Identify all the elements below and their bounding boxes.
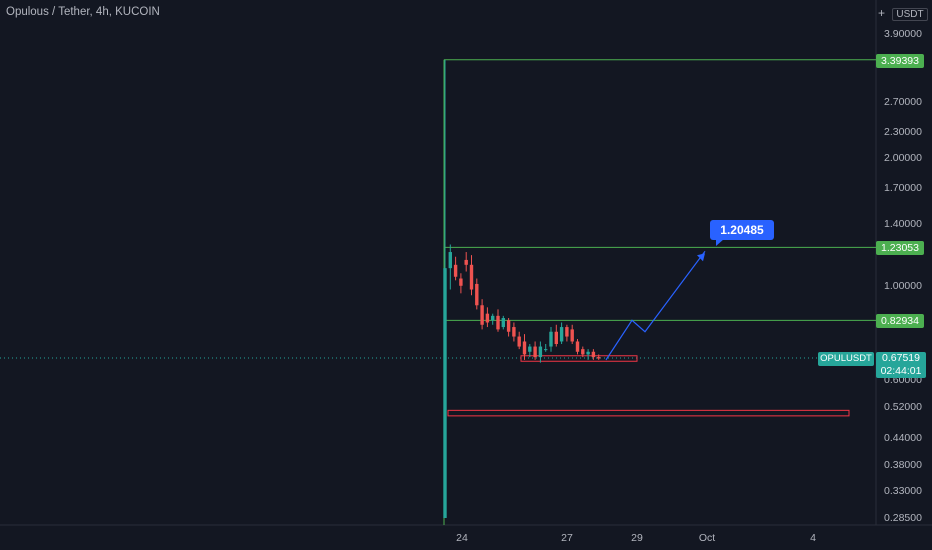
candle-body xyxy=(570,329,574,342)
candle-body xyxy=(485,313,490,323)
candle-body xyxy=(581,349,585,355)
candle-body xyxy=(522,341,527,355)
candle-body xyxy=(517,336,521,347)
time-tick: 24 xyxy=(456,532,468,544)
current-price-label: 0.67519 02:44:01 xyxy=(876,352,926,378)
price-tick: 1.40000 xyxy=(884,217,922,230)
candle-body xyxy=(453,264,458,277)
current-price-value: 0.67519 xyxy=(882,352,920,364)
price-tick: 2.30000 xyxy=(884,125,922,138)
candle-body xyxy=(448,252,452,269)
price-tick: 3.90000 xyxy=(884,28,922,40)
candle-body xyxy=(506,320,511,332)
horizontal-levels[interactable] xyxy=(443,59,876,525)
candle-body xyxy=(443,268,447,518)
candle-body xyxy=(597,357,601,359)
add-icon[interactable]: + xyxy=(878,6,886,20)
candle-body xyxy=(559,327,564,342)
symbol-tag: OPULUSDT xyxy=(818,352,874,366)
projection-line[interactable] xyxy=(605,250,706,361)
projection-arrowhead xyxy=(697,253,705,262)
currency-badge[interactable]: USDT xyxy=(892,8,928,21)
support-zone[interactable] xyxy=(520,355,638,362)
time-tick: Oct xyxy=(698,532,716,544)
price-tick: 1.70000 xyxy=(884,181,922,194)
candle-body xyxy=(591,351,596,358)
candle-body xyxy=(459,278,463,286)
level-label-mid: 1.23053 xyxy=(876,241,924,255)
candle-body xyxy=(586,351,590,355)
price-tick: 0.28500 xyxy=(884,512,922,524)
candle-body xyxy=(496,315,500,330)
support-zone[interactable] xyxy=(447,409,850,417)
price-tick: 2.70000 xyxy=(884,96,922,109)
time-tick: 29 xyxy=(631,532,643,544)
time-tick: 27 xyxy=(561,532,573,544)
price-tick: 0.44000 xyxy=(884,431,922,444)
candle-body xyxy=(575,341,580,352)
currency-header: + USDT xyxy=(878,6,928,21)
level-label-high: 3.39393 xyxy=(876,54,924,68)
candle-body xyxy=(491,315,495,321)
candle-body xyxy=(538,346,543,358)
candle-body xyxy=(512,327,516,337)
candle-body xyxy=(475,283,479,306)
candles xyxy=(443,59,601,518)
price-tick: 1.00000 xyxy=(884,279,922,292)
candle-body xyxy=(533,346,537,358)
level-label-low: 0.82934 xyxy=(876,314,924,328)
price-tick: 2.00000 xyxy=(884,151,922,164)
price-tick: 0.38000 xyxy=(884,458,922,471)
chart-title: Opulous / Tether, 4h, KUCOIN xyxy=(6,6,160,18)
candle-body xyxy=(549,331,553,347)
candle-body xyxy=(565,327,569,337)
candle-body xyxy=(528,346,532,352)
candle-body xyxy=(554,331,558,344)
bar-countdown: 02:44:01 xyxy=(880,365,922,377)
projection-path[interactable] xyxy=(605,250,706,361)
projection-target-callout[interactable]: 1.20485 xyxy=(710,220,774,246)
candle-body xyxy=(544,349,548,351)
candle-body xyxy=(464,259,468,265)
time-tick: 4 xyxy=(810,532,816,544)
price-tick: 0.52000 xyxy=(884,400,922,413)
candle-body xyxy=(469,264,474,290)
support-zones[interactable] xyxy=(447,355,850,417)
price-tick: 0.33000 xyxy=(884,484,922,497)
candle-body xyxy=(480,305,484,325)
candle-body xyxy=(501,318,505,328)
